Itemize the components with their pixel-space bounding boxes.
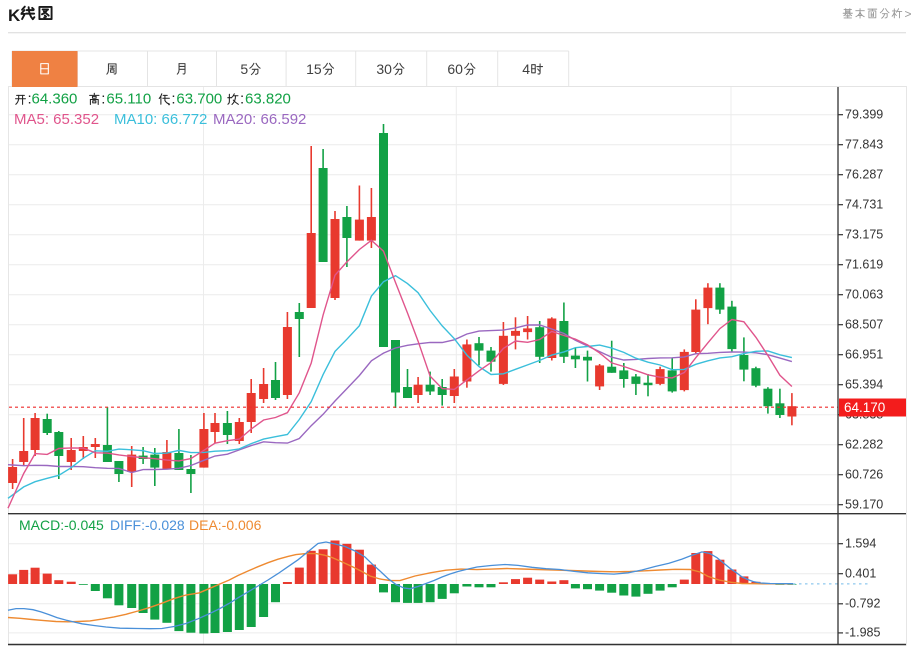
svg-text:64.360: 64.360	[32, 91, 78, 108]
svg-text:>: >	[905, 7, 912, 21]
svg-text::: :	[171, 91, 175, 108]
svg-text:63.700: 63.700	[176, 91, 222, 108]
svg-text:DIFF:-0.028: DIFF:-0.028	[110, 517, 185, 533]
svg-text:68.507: 68.507	[845, 317, 883, 331]
svg-text:MA10: 66.772: MA10: 66.772	[114, 111, 207, 128]
svg-text:59.170: 59.170	[845, 497, 883, 511]
svg-text::: :	[240, 91, 244, 108]
svg-text:77.843: 77.843	[845, 137, 883, 151]
svg-text:MA20: 66.592: MA20: 66.592	[213, 111, 306, 128]
svg-text:K: K	[8, 6, 21, 25]
svg-text:76.287: 76.287	[845, 167, 883, 181]
svg-text:65.110: 65.110	[106, 91, 151, 108]
svg-text:66.951: 66.951	[845, 347, 883, 361]
svg-text:30: 30	[376, 61, 392, 77]
svg-text:73.175: 73.175	[845, 227, 883, 241]
svg-text:71.619: 71.619	[845, 257, 883, 271]
svg-text:-1.985: -1.985	[845, 626, 880, 640]
svg-text:-0.792: -0.792	[845, 597, 880, 611]
svg-text::: :	[101, 91, 105, 108]
svg-text:74.731: 74.731	[845, 197, 883, 211]
svg-text:70.063: 70.063	[845, 287, 883, 301]
svg-text:DEA:-0.006: DEA:-0.006	[189, 517, 262, 533]
svg-text:15: 15	[306, 61, 322, 77]
svg-text::: :	[28, 91, 32, 108]
svg-text:63.820: 63.820	[245, 91, 291, 108]
svg-text:62.282: 62.282	[845, 437, 883, 451]
svg-text:79.399: 79.399	[845, 107, 883, 121]
svg-text:5: 5	[240, 61, 248, 77]
svg-text:60: 60	[447, 61, 463, 77]
svg-text:65.394: 65.394	[845, 377, 883, 391]
svg-text:64.170: 64.170	[844, 400, 885, 415]
svg-text:0.401: 0.401	[845, 566, 876, 580]
svg-text:MA5: 65.352: MA5: 65.352	[14, 111, 99, 128]
svg-text:1.594: 1.594	[845, 536, 876, 550]
svg-text:4: 4	[522, 61, 530, 77]
svg-text:60.726: 60.726	[845, 467, 883, 481]
svg-text:MACD:-0.045: MACD:-0.045	[19, 517, 104, 533]
